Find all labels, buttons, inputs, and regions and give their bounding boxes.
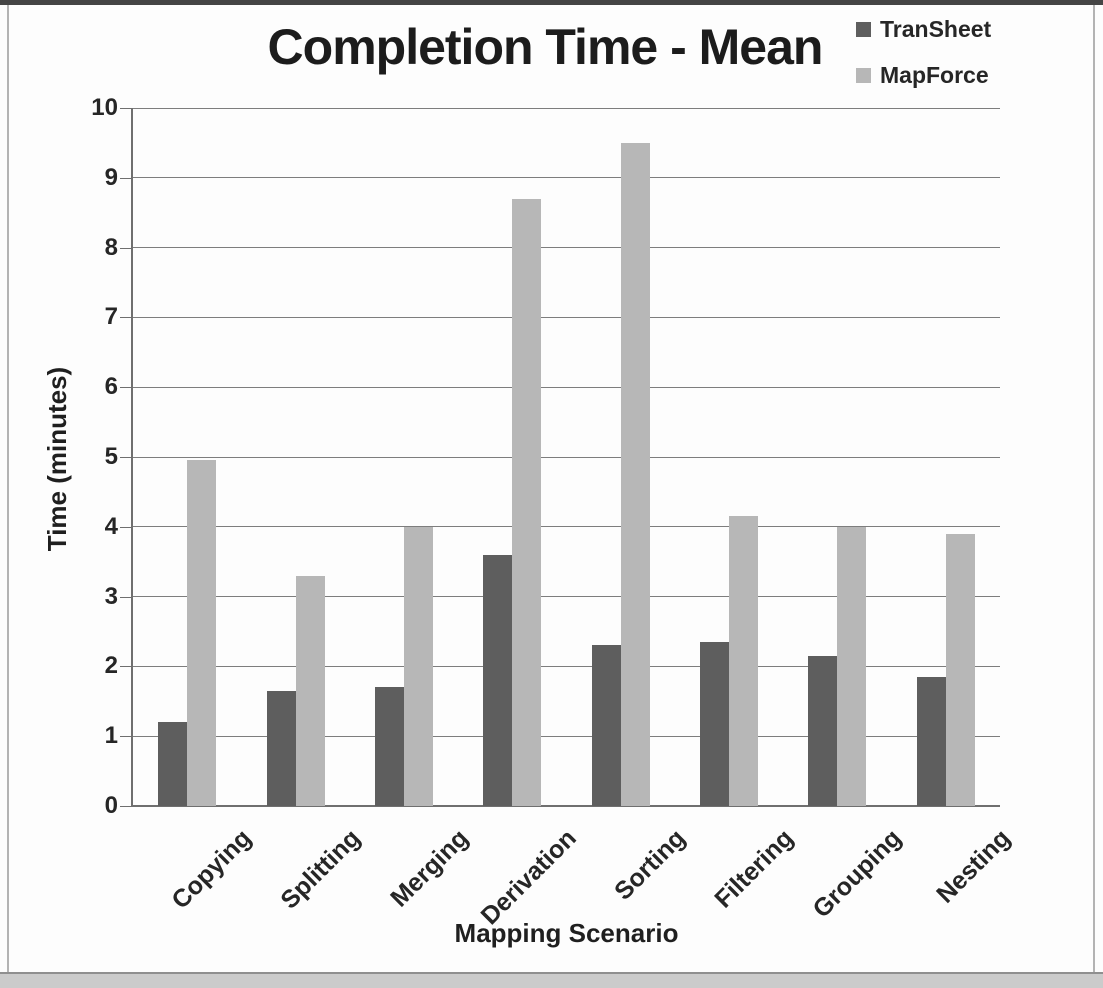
- frame-top-border: [0, 0, 1103, 5]
- bar-transheet-grouping: [808, 655, 838, 806]
- bar-mapforce-nesting: [945, 533, 975, 806]
- gridline-1: [133, 735, 1000, 737]
- bar-mapforce-grouping: [837, 526, 867, 806]
- gridline-2: [133, 665, 1000, 667]
- legend-item-transheet: TranSheet: [856, 16, 1096, 43]
- y-tick-label-6: 6: [104, 373, 118, 401]
- bar-transheet-copying: [158, 722, 188, 806]
- y-tick-3: [120, 596, 133, 598]
- gridline-5: [133, 456, 1000, 458]
- y-tick-label-0: 0: [104, 792, 118, 819]
- legend-label-mapforce: MapForce: [880, 62, 989, 88]
- legend-item-mapforce: MapForce: [856, 62, 1096, 89]
- y-tick-label-7: 7: [104, 303, 118, 331]
- y-tick-1: [120, 736, 133, 738]
- y-tick-label-5: 5: [104, 443, 118, 470]
- x-axis-title: Mapping Scenario: [454, 918, 679, 948]
- legend-label-transheet: TranSheet: [880, 16, 992, 42]
- bar-transheet-derivation: [483, 554, 513, 806]
- y-tick-5: [120, 457, 133, 458]
- frame-bottom-shadow: [0, 974, 1103, 988]
- y-tick-2: [120, 666, 133, 668]
- y-tick-label-8: 8: [104, 233, 118, 261]
- y-tick-label-2: 2: [104, 652, 118, 680]
- gridline-4: [133, 526, 1000, 528]
- y-tick-6: [120, 387, 133, 389]
- y-tick-label-4: 4: [104, 512, 118, 540]
- legend-swatch-transheet: [856, 22, 871, 37]
- y-tick-7: [120, 317, 133, 319]
- legend: TranSheet MapForce: [856, 16, 1096, 108]
- gridline-3: [133, 596, 1000, 598]
- frame-right-border: [1093, 5, 1095, 974]
- y-tick-4: [120, 526, 133, 528]
- gridline-10: [133, 107, 1000, 109]
- bar-mapforce-copying: [187, 460, 217, 806]
- frame-bottom-border: [0, 972, 1103, 974]
- y-tick-label-1: 1: [104, 722, 118, 750]
- gridline-6: [133, 386, 1000, 388]
- y-tick-label-10: 10: [91, 94, 118, 121]
- frame-left-border: [7, 5, 9, 974]
- bar-mapforce-sorting: [620, 142, 650, 806]
- y-tick-label-9: 9: [104, 163, 118, 191]
- bar-mapforce-filtering: [729, 516, 759, 806]
- chart-title: Completion Time - Mean: [267, 19, 824, 75]
- bar-transheet-nesting: [916, 676, 946, 806]
- y-tick-8: [120, 247, 133, 249]
- y-tick-9: [120, 177, 133, 179]
- bar-mapforce-merging: [403, 526, 433, 806]
- bar-transheet-sorting: [591, 645, 621, 806]
- y-tick-0: [120, 806, 133, 807]
- y-tick-10: [120, 108, 133, 109]
- bar-mapforce-splitting: [295, 575, 325, 806]
- gridline-9: [133, 177, 1000, 179]
- y-tick-label-3: 3: [104, 582, 118, 610]
- legend-swatch-mapforce: [856, 68, 871, 83]
- y-axis-line: [131, 108, 133, 806]
- bar-transheet-splitting: [266, 690, 296, 806]
- gridline-0: [133, 805, 1000, 807]
- bar-transheet-merging: [374, 687, 404, 806]
- bar-transheet-filtering: [700, 641, 730, 806]
- bar-mapforce-derivation: [512, 198, 542, 806]
- gridline-7: [133, 316, 1000, 318]
- gridline-8: [133, 247, 1000, 249]
